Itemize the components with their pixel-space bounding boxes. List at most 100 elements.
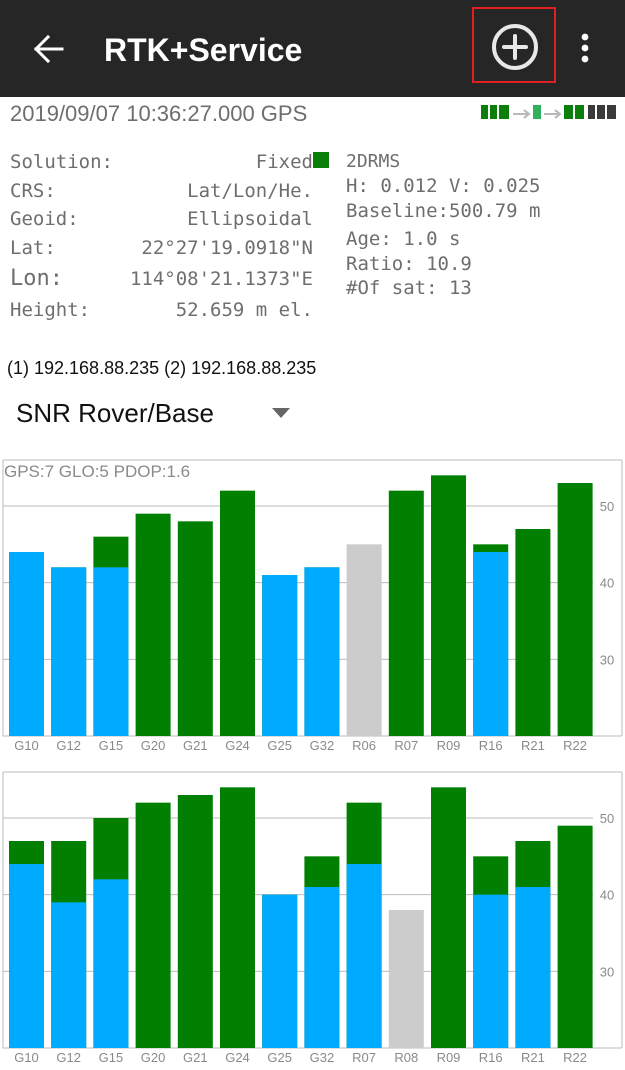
height-label: Height: (10, 299, 91, 321)
bar-base-G20 (135, 513, 171, 736)
solution-label: Solution: (10, 151, 113, 173)
accuracy-type: 2DRMS (346, 151, 401, 172)
status-seg-1 (481, 105, 509, 119)
bar-rover-G32 (304, 887, 340, 1048)
x-tick-label: G24 (225, 1050, 250, 1065)
geoid-label: Geoid: (10, 208, 79, 230)
chart-1-title: GPS:7 GLO:5 PDOP:1.6 (4, 462, 191, 481)
overflow-menu-button[interactable] (572, 28, 598, 68)
x-tick-label: G15 (99, 738, 124, 753)
arrow-left-icon (33, 34, 64, 64)
status-seg-2 (533, 105, 541, 119)
lon-value: 114°08'21.1373"E (129, 268, 313, 290)
crs-label: CRS: (10, 180, 56, 202)
ratio-value: Ratio: 10.9 (346, 253, 472, 275)
y-tick-label: 50 (600, 499, 614, 514)
bar-base-R08 (388, 910, 424, 1048)
snr-chart-2: 30 40 50 G10 G12 G15 G20 G21 G24 G25 G32 R07 R08 R09 R… (2, 771, 623, 1065)
bar-rover-R21 (515, 887, 551, 1048)
bar-base-G24 (220, 787, 255, 1048)
chart-type-spinner[interactable]: SNR Rover/Base (16, 398, 214, 428)
x-tick-label: G32 (310, 1050, 335, 1065)
y-tick-label: 30 (600, 964, 614, 979)
bar-rover-R07 (346, 864, 382, 1048)
bar-rover-G15 (93, 567, 129, 736)
x-tick-label: G25 (267, 1050, 292, 1065)
bar-base-R06 (346, 544, 382, 736)
bar-rover-G25 (262, 894, 298, 1048)
connection-ips: (1) 192.168.88.235 (2) 192.168.88.235 (7, 358, 317, 378)
gps-timestamp: 2019/09/07 10:36:27.000 GPS (10, 101, 308, 126)
x-tick-label: G20 (141, 1050, 166, 1065)
accuracy-values: H: 0.012 V: 0.025 (346, 175, 541, 197)
lat-value: 22°27'19.0918"N (141, 237, 313, 259)
bar-base-R21 (515, 529, 551, 736)
plus-circle-icon (492, 24, 538, 70)
y-tick-label: 30 (600, 652, 614, 667)
x-tick-label: R22 (563, 1050, 587, 1065)
bar-base-G21 (177, 795, 213, 1048)
bar-rover-G25 (262, 575, 298, 736)
status-seg-4 (588, 105, 616, 119)
x-tick-label: G32 (310, 738, 335, 753)
app-bar: RTK+Service (0, 0, 625, 97)
solution-value: Fixed (255, 151, 313, 173)
bar-base-R07 (388, 490, 424, 736)
back-button[interactable] (28, 29, 70, 69)
x-tick-label: G12 (56, 1050, 81, 1065)
age-value: Age: 1.0 s (346, 228, 461, 250)
x-tick-label: G10 (14, 738, 39, 753)
satellite-count: #Of sat: 13 (346, 277, 472, 299)
more-vertical-icon (581, 33, 589, 63)
bar-base-G21 (177, 521, 213, 736)
x-tick-label: R09 (437, 738, 461, 753)
bar-rover-G32 (304, 567, 340, 736)
bar-rover-G10 (9, 864, 44, 1048)
x-tick-label: R08 (394, 1050, 418, 1065)
x-tick-label: R16 (479, 1050, 503, 1065)
bar-base-R22 (557, 825, 593, 1048)
geoid-value: Ellipsoidal (187, 208, 313, 230)
x-tick-label: G12 (56, 738, 81, 753)
x-tick-label: R22 (563, 738, 587, 753)
lon-label: Lon: (10, 266, 63, 291)
x-tick-label: G10 (14, 1050, 39, 1065)
x-tick-label: R16 (479, 738, 503, 753)
add-button[interactable] (472, 7, 556, 83)
snr-chart-1: 30 40 50 G10 G12 G15 G20 G21 G24 G25 G32 R06 R07 R09 R… (2, 459, 623, 753)
x-tick-label: R07 (352, 1050, 376, 1065)
x-tick-label: G15 (99, 1050, 124, 1065)
y-tick-label: 50 (600, 811, 614, 826)
x-tick-label: G20 (141, 738, 166, 753)
bar-base-R09 (431, 475, 466, 736)
x-tick-label: R09 (437, 1050, 461, 1065)
crs-value: Lat/Lon/He. (187, 180, 313, 202)
x-tick-label: R21 (521, 738, 545, 753)
x-tick-label: G25 (267, 738, 292, 753)
y-tick-label: 40 (600, 888, 614, 903)
x-tick-label: R06 (352, 738, 376, 753)
bar-base-G20 (135, 802, 171, 1048)
bar-rover-G10 (9, 552, 44, 736)
bar-rover-R16 (473, 894, 509, 1048)
bar-rover-G12 (51, 567, 87, 736)
bar-rover-R16 (473, 552, 509, 736)
y-tick-label: 40 (600, 576, 614, 591)
x-tick-label: G21 (183, 738, 208, 753)
x-tick-label: G24 (225, 738, 250, 753)
baseline-value: Baseline:500.79 m (346, 200, 541, 222)
dropdown-arrow-icon[interactable] (272, 408, 290, 418)
x-tick-label: R21 (521, 1050, 545, 1065)
bar-base-R09 (431, 787, 466, 1048)
bar-rover-G12 (51, 902, 87, 1048)
fix-status-square (313, 152, 329, 168)
x-tick-label: R07 (394, 738, 418, 753)
app-title: RTK+Service (104, 32, 303, 68)
height-value: 52.659 m el. (175, 299, 313, 321)
bar-rover-G15 (93, 879, 129, 1048)
x-tick-label: G21 (183, 1050, 208, 1065)
link-status-indicator (481, 105, 616, 119)
bar-base-R22 (557, 483, 593, 736)
lat-label: Lat: (10, 237, 56, 259)
bar-base-G24 (220, 490, 255, 736)
